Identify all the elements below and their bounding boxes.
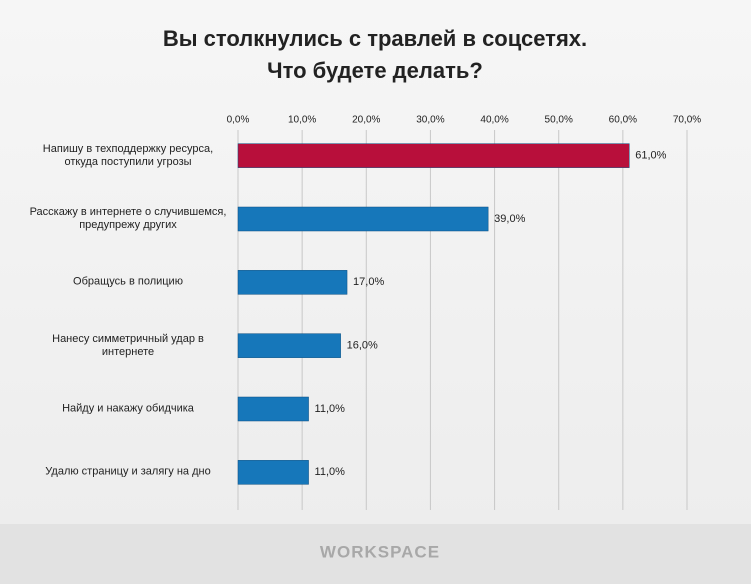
category-label: Расскажу в интернете о случившемся, пред… — [29, 206, 227, 231]
bar — [237, 396, 309, 422]
x-tick-label: 20,0% — [352, 115, 380, 126]
category-label: Нанесу симметричный удар в интернете — [52, 332, 204, 358]
bar — [237, 270, 348, 295]
footer-logo: WORKSPACE — [320, 542, 440, 561]
category-label: Удалю страницу и залягу на дно — [45, 465, 211, 478]
value-label: 17,0% — [353, 276, 384, 288]
value-label: 39,0% — [494, 213, 525, 225]
bar — [237, 460, 309, 485]
x-tick-label: 30,0% — [416, 115, 444, 126]
x-tick-label: 40,0% — [480, 115, 508, 126]
category-label: Найду и накажу обидчика — [62, 402, 194, 415]
bar — [237, 333, 341, 358]
x-tick-label: 50,0% — [545, 115, 573, 126]
x-tick-label: 70,0% — [673, 115, 701, 126]
bar — [237, 143, 630, 168]
category-label: Напишу в техподдержку ресурса, откуда по… — [42, 142, 214, 168]
chart-title: Вы столкнулись с травлей в соцсетях. — [163, 26, 587, 51]
value-label: 61,0% — [635, 150, 666, 162]
value-label: 16,0% — [347, 340, 378, 352]
footer-band — [0, 524, 751, 584]
category-label: Обращусь в полицию — [73, 275, 183, 288]
x-tick-label: 10,0% — [288, 115, 316, 126]
value-label: 11,0% — [315, 466, 346, 478]
bar — [237, 206, 489, 232]
value-label: 11,0% — [315, 403, 346, 415]
x-tick-label: 0,0% — [227, 115, 250, 126]
chart-title: Что будете делать? — [267, 58, 483, 83]
x-tick-label: 60,0% — [609, 115, 637, 126]
